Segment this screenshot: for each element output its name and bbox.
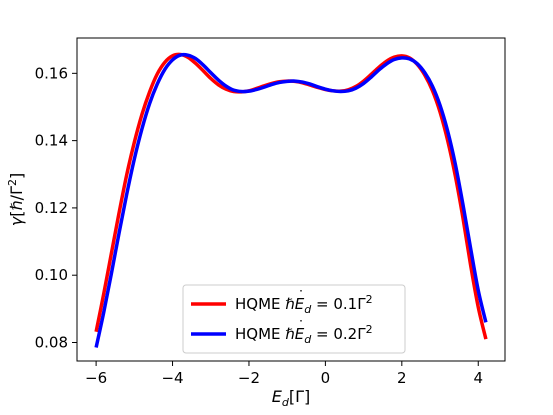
y-tick-label: 0.08 [35, 333, 68, 351]
y-tick-label: 0.12 [35, 199, 68, 217]
y-tick-label: 0.14 [35, 132, 68, 150]
x-axis-label: Ed[Γ] [272, 387, 311, 409]
y-tick-label: 0.10 [35, 266, 68, 284]
legend-label: HQME ℏEd = 0.1Γ2 [235, 293, 373, 316]
x-tick-label: −4 [161, 369, 183, 387]
series-line-blue [94, 52, 488, 348]
legend-box [182, 284, 406, 354]
x-axis-ticks: −6 −4 −2 0 2 4 [85, 361, 483, 387]
legend-derivative-dot: ˙ [298, 319, 305, 335]
x-tick-label: 4 [473, 369, 483, 387]
x-tick-label: −2 [238, 369, 260, 387]
legend-derivative-dot: ˙ [298, 289, 305, 305]
series-layer [94, 52, 488, 348]
legend: HQME ℏEd = 0.1Γ2 ˙ HQME ℏEd = 0.2Γ2 ˙ [182, 284, 406, 354]
y-axis-label: γ[ℏ/Γ2] [6, 173, 26, 226]
x-tick-label: 2 [397, 369, 407, 387]
x-tick-label: 0 [321, 369, 331, 387]
legend-label: HQME ℏEd = 0.2Γ2 [235, 323, 373, 346]
legend-entry: HQME ℏEd = 0.1Γ2 ˙ [191, 289, 373, 316]
x-tick-label: −6 [85, 369, 107, 387]
plot-frame [76, 37, 506, 362]
legend-entry: HQME ℏEd = 0.2Γ2 ˙ [191, 319, 373, 346]
y-tick-label: 0.16 [35, 64, 68, 82]
y-axis-ticks: 0.08 0.10 0.12 0.14 0.16 [35, 64, 77, 351]
